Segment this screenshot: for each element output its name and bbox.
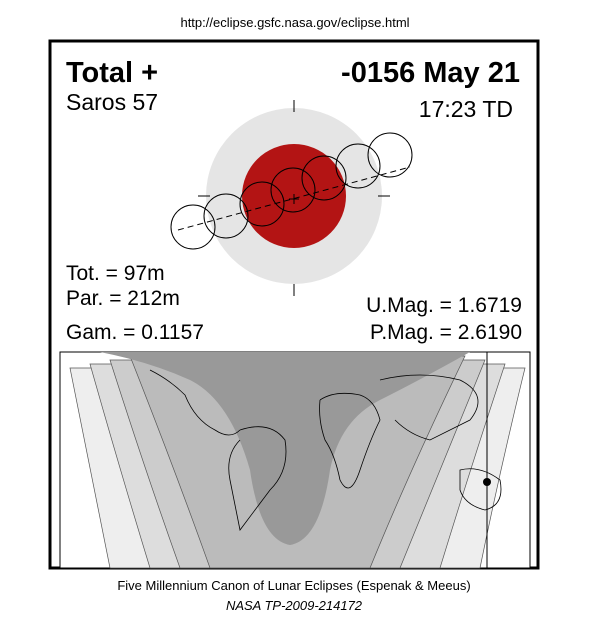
gam: Gam. = 0.1157 — [66, 321, 204, 344]
path-line — [177, 166, 411, 231]
shadow-diagram — [170, 100, 413, 296]
footer-title: Five Millennium Canon of Lunar Eclipses … — [117, 578, 470, 593]
saros: Saros 57 — [66, 89, 158, 115]
eclipse-type: Total + — [66, 57, 158, 89]
footer-ref: NASA TP-2009-214172 — [226, 598, 363, 613]
par: Par. = 212m — [66, 287, 180, 310]
time: 17:23 TD — [419, 96, 513, 122]
tot: Tot. = 97m — [66, 262, 165, 285]
pmag: P.Mag. = 2.6190 — [370, 321, 522, 344]
umag: U.Mag. = 1.6719 — [366, 294, 522, 317]
url: http://eclipse.gsfc.nasa.gov/eclipse.htm… — [180, 15, 409, 30]
eclipse-date: -0156 May 21 — [341, 57, 520, 89]
world-map — [59, 351, 531, 569]
sublunar-point — [483, 478, 491, 486]
moon-positions — [170, 132, 413, 250]
coastlines — [149, 369, 502, 531]
